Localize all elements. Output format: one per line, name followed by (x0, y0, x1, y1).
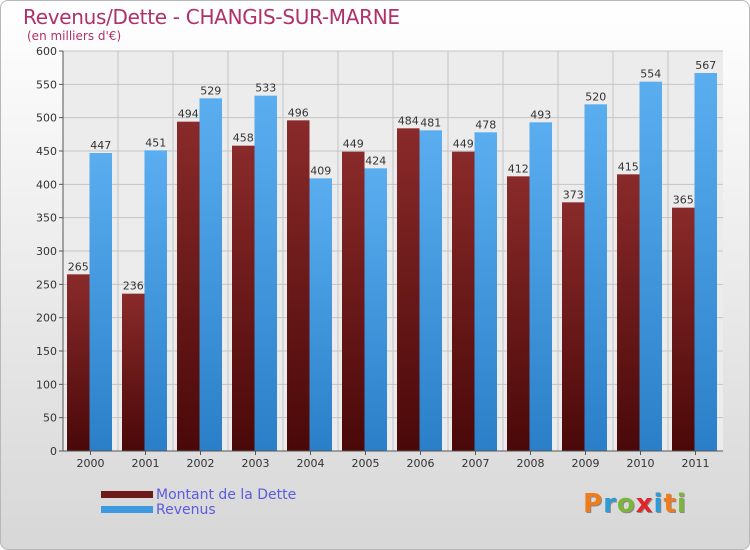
grid-lines (63, 50, 723, 452)
data-label: 412 (508, 162, 529, 175)
data-label: 494 (178, 108, 199, 121)
proxiti-logo: Proxiti (583, 489, 687, 519)
bar-revenus (254, 95, 277, 452)
data-label: 529 (200, 84, 221, 97)
y-tick-label: 150 (36, 345, 57, 358)
logo-letter: o (616, 489, 636, 519)
bar-dette (672, 207, 695, 451)
data-label: 554 (640, 68, 661, 81)
logo-letter: i (653, 489, 664, 519)
x-tick-label: 2009 (572, 457, 600, 470)
data-label: 481 (420, 116, 441, 129)
y-tick-label: 50 (43, 412, 57, 425)
y-tick-label: 250 (36, 278, 57, 291)
bar-revenus (694, 73, 717, 451)
y-tick-label: 350 (36, 212, 57, 225)
bar-dette (452, 151, 475, 451)
bar-revenus (639, 81, 662, 452)
bar-dette (562, 202, 585, 451)
bar-revenus (529, 122, 552, 451)
data-label: 451 (145, 136, 166, 149)
bar-dette (617, 174, 640, 452)
data-label: 567 (695, 59, 716, 72)
data-label: 409 (310, 164, 331, 177)
x-tick-label: 2010 (627, 457, 655, 470)
legend: Montant de la Dette Revenus (101, 486, 297, 518)
legend-label-dette: Montant de la Dette (156, 486, 297, 503)
x-tick-label: 2006 (407, 457, 435, 470)
y-tick-label: 600 (36, 45, 57, 58)
bar-dette (342, 151, 365, 451)
logo-letter: x (635, 489, 654, 519)
legend-item-revenus: Revenus (101, 501, 296, 518)
x-tick-label: 2007 (462, 457, 490, 470)
data-label: 415 (618, 160, 639, 173)
data-label: 449 (343, 138, 364, 151)
data-label: 493 (530, 108, 551, 121)
data-label: 447 (90, 139, 111, 152)
chart-title: Revenus/Dette - CHANGIS-SUR-MARNE (23, 5, 400, 29)
y-tick-label: 550 (36, 78, 57, 91)
x-tick-label: 2008 (517, 457, 545, 470)
bar-dette (67, 274, 90, 451)
data-label: 478 (475, 118, 496, 131)
bar-revenus (89, 153, 112, 451)
logo-letter: P (583, 489, 604, 519)
logo-letter: t (663, 489, 677, 519)
x-tick-label: 2011 (682, 457, 710, 470)
y-tick-label: 100 (36, 378, 57, 391)
data-label: 424 (365, 154, 386, 167)
axes: 0 50 100 150 200 250 300 350 400 450 500 550 600 2000… (36, 45, 723, 470)
bar-dette (177, 121, 200, 452)
data-label: 533 (255, 82, 276, 95)
data-label: 449 (453, 138, 474, 151)
x-tick-label: 2004 (297, 457, 325, 470)
y-tick-label: 0 (50, 445, 57, 458)
data-label: 236 (123, 280, 144, 293)
x-tick-label: 2002 (187, 457, 215, 470)
bar-revenus (199, 98, 222, 451)
legend-swatch-revenus (101, 506, 153, 513)
bar-dette (232, 145, 255, 451)
x-tick-label: 2005 (352, 457, 380, 470)
x-tick-label: 2003 (242, 457, 270, 470)
bars (67, 73, 717, 452)
legend-label-revenus: Revenus (156, 501, 216, 518)
x-tick-label: 2000 (77, 457, 105, 470)
bar-revenus (474, 132, 497, 452)
data-label: 265 (68, 260, 89, 273)
data-label: 484 (398, 114, 419, 127)
bar-revenus (584, 104, 607, 451)
bar-dette (397, 128, 420, 451)
x-tick-label: 2001 (132, 457, 160, 470)
bar-revenus (144, 150, 167, 452)
y-tick-label: 400 (36, 178, 57, 191)
chart-subtitle: (en milliers d'€) (27, 29, 122, 43)
y-tick-label: 500 (36, 112, 57, 125)
data-label: 458 (233, 132, 254, 145)
y-tick-label: 300 (36, 245, 57, 258)
legend-swatch-dette (101, 491, 153, 498)
logo-letter: i (676, 489, 687, 519)
bar-revenus (309, 178, 332, 452)
data-label: 365 (673, 194, 694, 207)
logo-letter: r (603, 489, 617, 519)
bar-revenus (419, 130, 442, 452)
bar-revenus (364, 168, 387, 452)
y-tick-label: 200 (36, 312, 57, 325)
bar-dette (287, 120, 310, 451)
bar-dette (507, 176, 530, 452)
y-tick-label: 450 (36, 145, 57, 158)
data-label: 496 (288, 106, 309, 119)
data-label: 373 (563, 188, 584, 201)
data-label: 520 (585, 90, 606, 103)
bar-dette (122, 293, 145, 451)
legend-item-dette: Montant de la Dette (101, 486, 297, 503)
